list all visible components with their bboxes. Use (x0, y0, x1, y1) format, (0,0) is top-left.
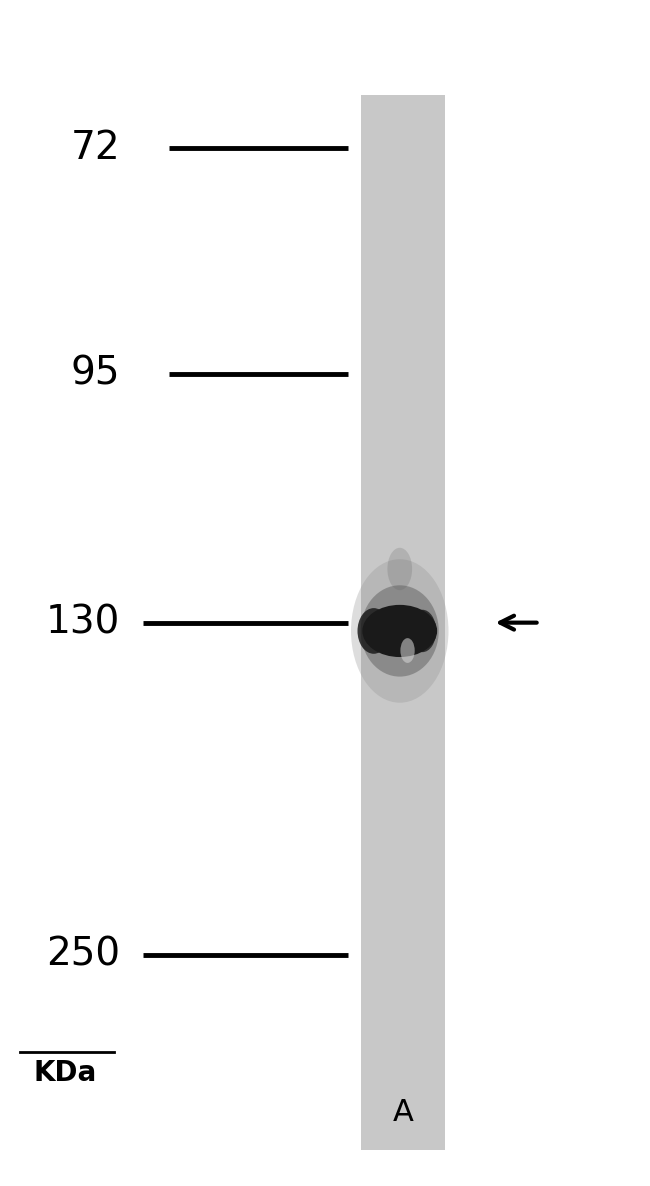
Bar (361, 95, 445, 1150)
Ellipse shape (400, 638, 415, 663)
Ellipse shape (361, 585, 439, 676)
Text: 72: 72 (71, 129, 120, 167)
Text: 130: 130 (46, 604, 120, 642)
Ellipse shape (363, 605, 437, 657)
Ellipse shape (351, 560, 448, 702)
Ellipse shape (387, 548, 412, 591)
Text: 250: 250 (46, 936, 120, 974)
Text: KDa: KDa (33, 1059, 97, 1088)
Text: A: A (393, 1098, 413, 1127)
Ellipse shape (409, 610, 436, 652)
Ellipse shape (358, 608, 390, 653)
Text: 95: 95 (71, 355, 120, 393)
